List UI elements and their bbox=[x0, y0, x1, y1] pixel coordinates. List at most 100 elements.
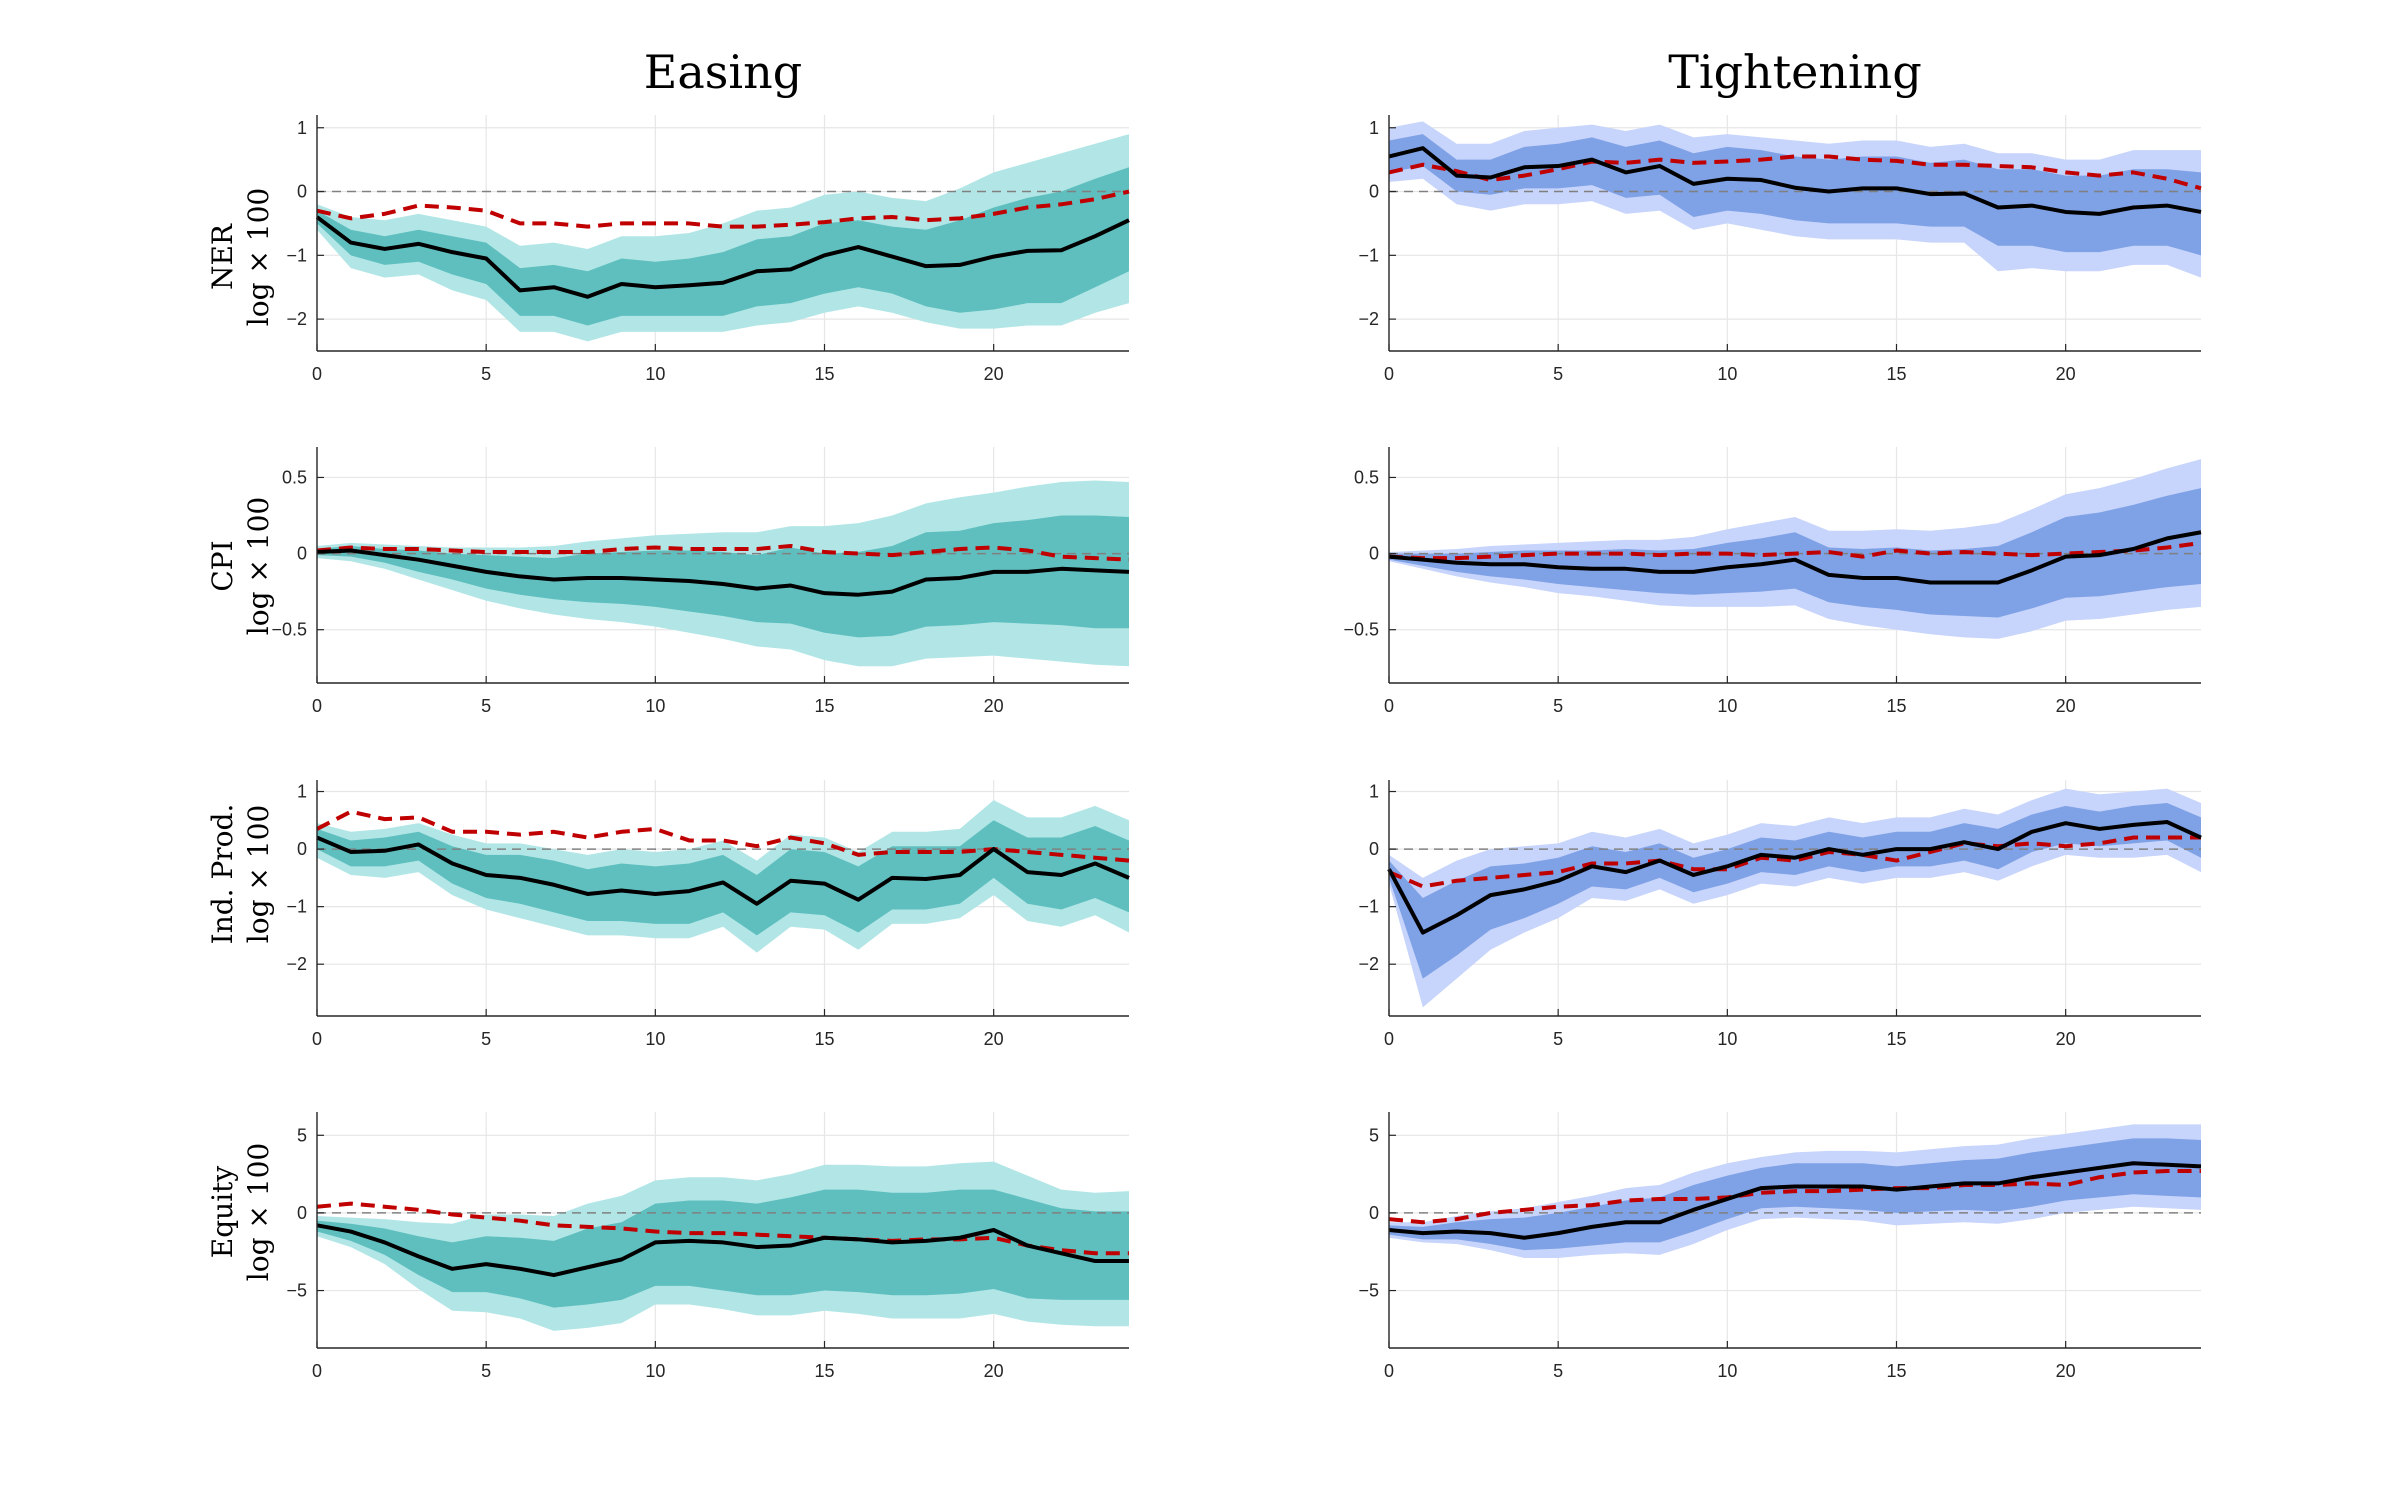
median-response-line bbox=[1388, 530, 2202, 585]
row-label-unit: log × 100 bbox=[242, 1143, 275, 1281]
x-tick-label: 0 bbox=[312, 1029, 322, 1049]
x-tick-label: 0 bbox=[1384, 1029, 1394, 1049]
x-tick-label: 5 bbox=[1553, 364, 1563, 384]
x-tick-label: 15 bbox=[814, 364, 834, 384]
y-tick-label: −5 bbox=[286, 1281, 307, 1301]
x-tick-label: 0 bbox=[1384, 364, 1394, 384]
column-title-tightening: Tightening bbox=[1668, 45, 1922, 99]
y-tick-label: −1 bbox=[1358, 897, 1379, 917]
row-label-variable: Equity bbox=[206, 1166, 239, 1259]
row-label-ind-prod: Ind. Prod. log × 100 bbox=[206, 804, 275, 945]
x-tick-label: 0 bbox=[1384, 1361, 1394, 1381]
x-tick-label: 20 bbox=[2056, 364, 2076, 384]
baseline-response-line bbox=[1388, 1169, 2201, 1225]
x-tick-label: 20 bbox=[984, 364, 1004, 384]
x-tick-label: 20 bbox=[2056, 1361, 2076, 1381]
y-tick-label: −2 bbox=[1358, 309, 1379, 329]
x-tick-label: 15 bbox=[1886, 1029, 1906, 1049]
baseline-response-line bbox=[316, 189, 1130, 229]
x-tick-label: 5 bbox=[481, 364, 491, 384]
x-tick-label: 5 bbox=[1553, 696, 1563, 716]
confidence-band-inner bbox=[317, 167, 1129, 326]
y-tick-label: 1 bbox=[297, 782, 307, 802]
y-tick-label: 0 bbox=[1369, 1203, 1379, 1223]
y-tick-label: −5 bbox=[1358, 1281, 1379, 1301]
panel-easing-cpi: 0 5 10 15 20 0.5 0 −0.5 bbox=[271, 447, 1130, 716]
y-tick-label: 5 bbox=[297, 1125, 307, 1145]
baseline-response-line bbox=[1388, 540, 2202, 561]
row-label-cpi: CPI log × 100 bbox=[206, 497, 275, 635]
x-tick-label: 0 bbox=[312, 696, 322, 716]
y-tick-label: −0.5 bbox=[271, 620, 307, 640]
y-tick-label: 1 bbox=[297, 118, 307, 138]
x-tick-label: 0 bbox=[312, 1361, 322, 1381]
x-tick-label: 5 bbox=[1553, 1361, 1563, 1381]
x-tick-label: 10 bbox=[1717, 364, 1737, 384]
y-tick-label: 5 bbox=[1369, 1125, 1379, 1145]
row-label-unit: log × 100 bbox=[242, 497, 275, 635]
y-tick-label: 1 bbox=[1369, 782, 1379, 802]
panel-tightening-equity: 0 5 10 15 20 5 0 −5 bbox=[1358, 1112, 2202, 1381]
x-tick-label: 10 bbox=[645, 1029, 665, 1049]
x-tick-label: 15 bbox=[1886, 364, 1906, 384]
x-tick-label: 20 bbox=[984, 1029, 1004, 1049]
y-tick-label: −1 bbox=[286, 245, 307, 265]
baseline-response-line bbox=[316, 543, 1130, 562]
y-tick-label: −1 bbox=[286, 897, 307, 917]
x-tick-label: 5 bbox=[481, 1361, 491, 1381]
x-tick-label: 10 bbox=[1717, 1029, 1737, 1049]
column-title-easing: Easing bbox=[644, 45, 802, 99]
row-label-unit: log × 100 bbox=[242, 188, 275, 326]
y-tick-label: 0 bbox=[1369, 839, 1379, 859]
x-tick-label: 10 bbox=[645, 1361, 665, 1381]
median-response-line bbox=[1388, 1161, 2202, 1240]
median-response-line bbox=[316, 835, 1130, 906]
x-tick-label: 10 bbox=[1717, 1361, 1737, 1381]
x-tick-label: 20 bbox=[2056, 1029, 2076, 1049]
x-tick-label: 10 bbox=[645, 364, 665, 384]
median-response-line bbox=[1388, 146, 2202, 216]
row-label-ner: NER log × 100 bbox=[206, 188, 275, 326]
y-tick-label: −1 bbox=[1358, 245, 1379, 265]
x-tick-label: 10 bbox=[1717, 696, 1737, 716]
row-label-variable: NER bbox=[206, 223, 239, 290]
y-tick-label: 0 bbox=[297, 1203, 307, 1223]
median-response-line bbox=[1387, 820, 2202, 935]
row-label-unit: log × 100 bbox=[242, 805, 275, 943]
x-tick-label: 15 bbox=[1886, 696, 1906, 716]
y-tick-label: −2 bbox=[286, 309, 307, 329]
baseline-response-line bbox=[1388, 835, 2201, 889]
median-response-line bbox=[315, 215, 1130, 299]
baseline-response-line bbox=[1388, 154, 2202, 191]
y-tick-label: 0 bbox=[297, 839, 307, 859]
x-tick-label: 15 bbox=[814, 696, 834, 716]
x-tick-label: 5 bbox=[481, 696, 491, 716]
y-tick-label: 1 bbox=[1369, 118, 1379, 138]
row-label-equity: Equity log × 100 bbox=[206, 1143, 275, 1281]
y-tick-label: 0.5 bbox=[1354, 467, 1379, 487]
x-tick-label: 15 bbox=[814, 1029, 834, 1049]
x-tick-label: 0 bbox=[312, 364, 322, 384]
x-tick-label: 5 bbox=[481, 1029, 491, 1049]
confidence-band-inner bbox=[317, 1189, 1129, 1308]
y-tick-label: 0 bbox=[1369, 544, 1379, 564]
y-tick-label: 0 bbox=[297, 544, 307, 564]
panel-tightening-cpi: 0 5 10 15 20 0.5 0 −0.5 bbox=[1343, 447, 2202, 716]
x-tick-label: 20 bbox=[2056, 696, 2076, 716]
y-tick-label: 0.5 bbox=[282, 467, 307, 487]
median-response-line bbox=[316, 1223, 1129, 1278]
x-tick-label: 0 bbox=[1384, 696, 1394, 716]
y-tick-label: −2 bbox=[1358, 954, 1379, 974]
panel-easing-equity: 0 5 10 15 20 5 0 −5 bbox=[286, 1112, 1129, 1381]
x-tick-label: 5 bbox=[1553, 1029, 1563, 1049]
x-tick-label: 10 bbox=[645, 696, 665, 716]
x-tick-label: 15 bbox=[814, 1361, 834, 1381]
x-tick-label: 20 bbox=[984, 696, 1004, 716]
confidence-band-inner bbox=[1389, 1138, 2201, 1251]
